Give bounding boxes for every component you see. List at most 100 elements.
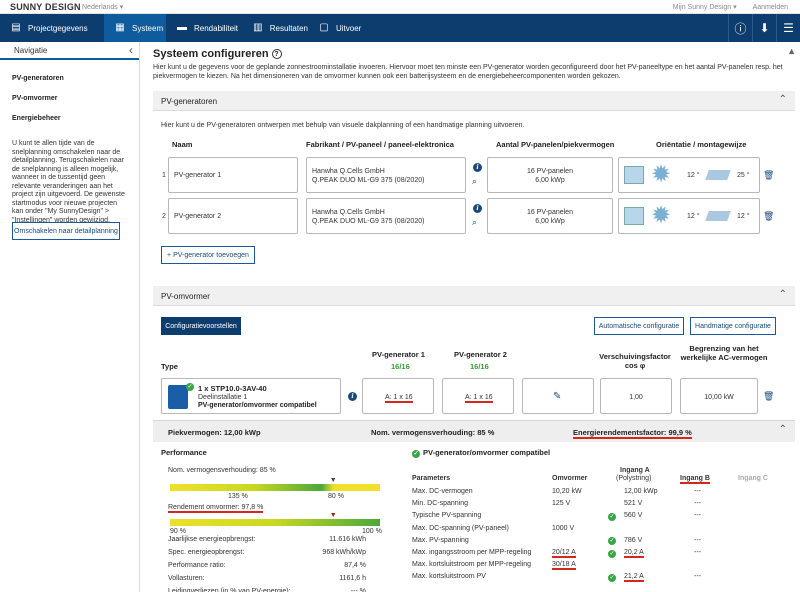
switch-detail-planning-button[interactable]: Omschakelen naar detailplanning xyxy=(12,222,120,240)
brand-logo: SUNNY DESIGN xyxy=(10,2,81,12)
gen1-assignment-field[interactable]: A: 1 x 16 xyxy=(362,378,434,414)
panel-info-icon[interactable]: i xyxy=(473,163,482,172)
peak-power: Piekvermogen: 12,00 kWp xyxy=(168,428,261,437)
compass-icon: ✹ xyxy=(651,161,672,188)
tab-systeem[interactable]: ▦ Systeem xyxy=(104,14,166,42)
nav-icons: ⓘ ⬇ ☰ xyxy=(728,14,800,42)
download-icon[interactable]: ⬇ xyxy=(752,14,776,42)
delete-icon[interactable]: 🗑 xyxy=(763,170,775,180)
sidebar-title: Navigatie xyxy=(14,46,48,55)
performance-label: Performance ratio: xyxy=(168,562,226,569)
sidebar-item-pv-omvormer[interactable]: PV-omvormer xyxy=(12,95,58,102)
efficiency-gauge xyxy=(170,519,380,526)
sidebar-description: U kunt te allen tijde van de snelplannin… xyxy=(12,140,125,224)
panel-count-field[interactable]: 16 PV-panelen 6,00 kWp xyxy=(487,198,613,234)
section-header-pv-omvormer[interactable]: PV-omvormer ⌃ xyxy=(153,286,795,306)
col-input-b[interactable]: Ingang B xyxy=(680,475,710,484)
tab-rendabiliteit[interactable]: ▬ Rendabiliteit xyxy=(177,22,239,33)
ratio-marker-icon: ▼ xyxy=(329,477,337,484)
performance-label: Jaarlijkse energieopbrengst: xyxy=(168,536,256,543)
edit-assignment-button[interactable]: ✎ xyxy=(522,378,594,414)
info-icon[interactable]: ⓘ xyxy=(728,14,752,42)
tab-projectgegevens[interactable]: ▤ Projectgegevens xyxy=(11,22,88,33)
ratio-tick-low: 135 % xyxy=(228,493,248,500)
collapse-icon[interactable]: ⌃ xyxy=(778,289,787,300)
col-cosphi: Verschuivingsfactor cos φ xyxy=(599,352,671,370)
check-icon: ✓ xyxy=(608,512,616,521)
menu-icon[interactable]: ☰ xyxy=(776,14,800,42)
pv-panel-selector[interactable]: Hanwha Q.Cells GmbH Q.PEAK DUO ML-G9 375… xyxy=(306,157,466,193)
search-icon[interactable]: ⌕ xyxy=(472,217,478,227)
system-icon: ▦ xyxy=(115,22,125,33)
row-index: 2 xyxy=(162,213,166,220)
pv-generator-name-input[interactable]: PV-generator 1 xyxy=(168,157,298,193)
collapse-icon[interactable]: ⌃ xyxy=(778,424,787,435)
performance-label: Vollasturen: xyxy=(168,575,205,582)
check-icon: ✓ xyxy=(186,383,194,391)
my-sunny-design-link[interactable]: Mijn Sunny Design ▾ xyxy=(672,4,737,11)
ac-limit-field[interactable]: 10,00 kW xyxy=(680,378,758,414)
col-input-a-sub: (Polystring) xyxy=(616,475,652,482)
inverter-summary-bar[interactable]: Piekvermogen: 12,00 kWp Nom. vermogensve… xyxy=(153,420,795,442)
search-icon[interactable]: ⌕ xyxy=(472,176,478,186)
page-intro: Hier kunt u de gegevens voor de geplande… xyxy=(153,64,783,80)
orientation-field[interactable]: ✹ 12 ° 25 ° xyxy=(618,157,760,193)
pv-generator-name-input[interactable]: PV-generator 2 xyxy=(168,198,298,234)
check-icon: ✓ xyxy=(412,450,420,458)
page-title: Systeem configureren? xyxy=(153,48,282,60)
main-navigation: ▤ Projectgegevens ▦ Systeem ▬ Rendabiliteit… xyxy=(0,14,800,42)
delete-icon[interactable]: 🗑 xyxy=(763,211,775,221)
login-link[interactable]: Aanmelden xyxy=(752,4,788,11)
panel-count-field[interactable]: 16 PV-panelen 6,00 kWp xyxy=(487,157,613,193)
sidebar-item-energiebeheer[interactable]: Energiebeheer xyxy=(12,115,61,122)
nominal-ratio: Nom. vermogensverhouding: 85 % xyxy=(371,428,495,437)
input-a-value: 560 V xyxy=(624,512,643,520)
performance-value: 11.616 kWh xyxy=(329,536,366,543)
add-pv-generator-button[interactable]: + PV-generator toevoegen xyxy=(161,246,255,264)
delete-icon[interactable]: 🗑 xyxy=(763,391,775,401)
language-selector[interactable]: Nederlands ▾ xyxy=(82,4,124,11)
collapse-sidebar-icon[interactable]: ‹ xyxy=(129,43,133,57)
col-ac-limit: Begrenzing van het werkelijke AC-vermoge… xyxy=(680,344,768,362)
scroll-up-icon[interactable]: ▲ xyxy=(787,46,796,56)
tilt-icon xyxy=(705,211,731,221)
section-header-pv-generatoren[interactable]: PV-generatoren ⌃ xyxy=(153,91,795,111)
pv-panel-selector[interactable]: Hanwha Q.Cells GmbH Q.PEAK DUO ML-G9 375… xyxy=(306,198,466,234)
input-b-value: --- xyxy=(694,573,701,581)
gen2-assignment-field[interactable]: A: 1 x 16 xyxy=(442,378,514,414)
inverter-type-card[interactable]: ✓ 1 x STP10.0-3AV-40 Deelinstallatie 1 P… xyxy=(161,378,341,414)
pvgen-hint: Hier kunt u de PV-generatoren ontwerpen … xyxy=(161,122,525,129)
tab-resultaten[interactable]: ▥ Resultaten xyxy=(253,22,308,33)
performance-value: 87,4 % xyxy=(344,562,366,569)
sidebar: Navigatie ‹ PV-generatoren PV-omvormer E… xyxy=(0,42,140,592)
inverter-icon xyxy=(168,385,188,409)
orientation-field[interactable]: ✹ 12 ° 12 ° xyxy=(618,198,760,234)
help-icon[interactable]: ? xyxy=(271,49,282,59)
tilt-icon xyxy=(705,170,731,180)
inverter-value: 30/18 A xyxy=(552,561,576,571)
output-icon: ▢ xyxy=(319,22,329,33)
compat-title: ✓ PV-generator/omvormer compatibel xyxy=(412,448,551,458)
performance-value: 968 kWh/kWp xyxy=(322,549,366,556)
collapse-icon[interactable]: ⌃ xyxy=(778,94,787,105)
section-title: PV-generatoren xyxy=(161,97,218,106)
param-label: Max. DC-spanning (PV-paneel) xyxy=(412,524,509,532)
configuration-proposals-button[interactable]: Configuratievoorstellen xyxy=(161,317,241,335)
param-label: Max. PV-spanning xyxy=(412,536,469,544)
inverter-info-icon[interactable]: i xyxy=(348,392,357,401)
manual-configuration-button[interactable]: Handmatige configuratie xyxy=(690,317,776,335)
results-icon: ▥ xyxy=(253,22,263,33)
param-label: Max. DC-vermogen xyxy=(412,488,473,495)
cosphi-field[interactable]: 1,00 xyxy=(600,378,672,414)
col-input-c[interactable]: Ingang C xyxy=(738,475,768,482)
automatic-configuration-button[interactable]: Automatische configuratie xyxy=(594,317,684,335)
panel-info-icon[interactable]: i xyxy=(473,204,482,213)
sidebar-item-pv-generatoren[interactable]: PV-generatoren xyxy=(12,75,64,82)
col-input-a: Ingang A xyxy=(620,467,650,474)
param-label: Typische PV-spanning xyxy=(412,512,482,520)
tab-uitvoer[interactable]: ▢ Uitvoer xyxy=(319,22,362,33)
profitability-icon: ▬ xyxy=(177,22,187,33)
col-inverter: Omvormer xyxy=(552,475,588,482)
col-orientation: Oriëntatie / montagewijze xyxy=(656,140,747,149)
top-bar: SUNNY DESIGN Nederlands ▾ Mijn Sunny Des… xyxy=(0,0,800,14)
